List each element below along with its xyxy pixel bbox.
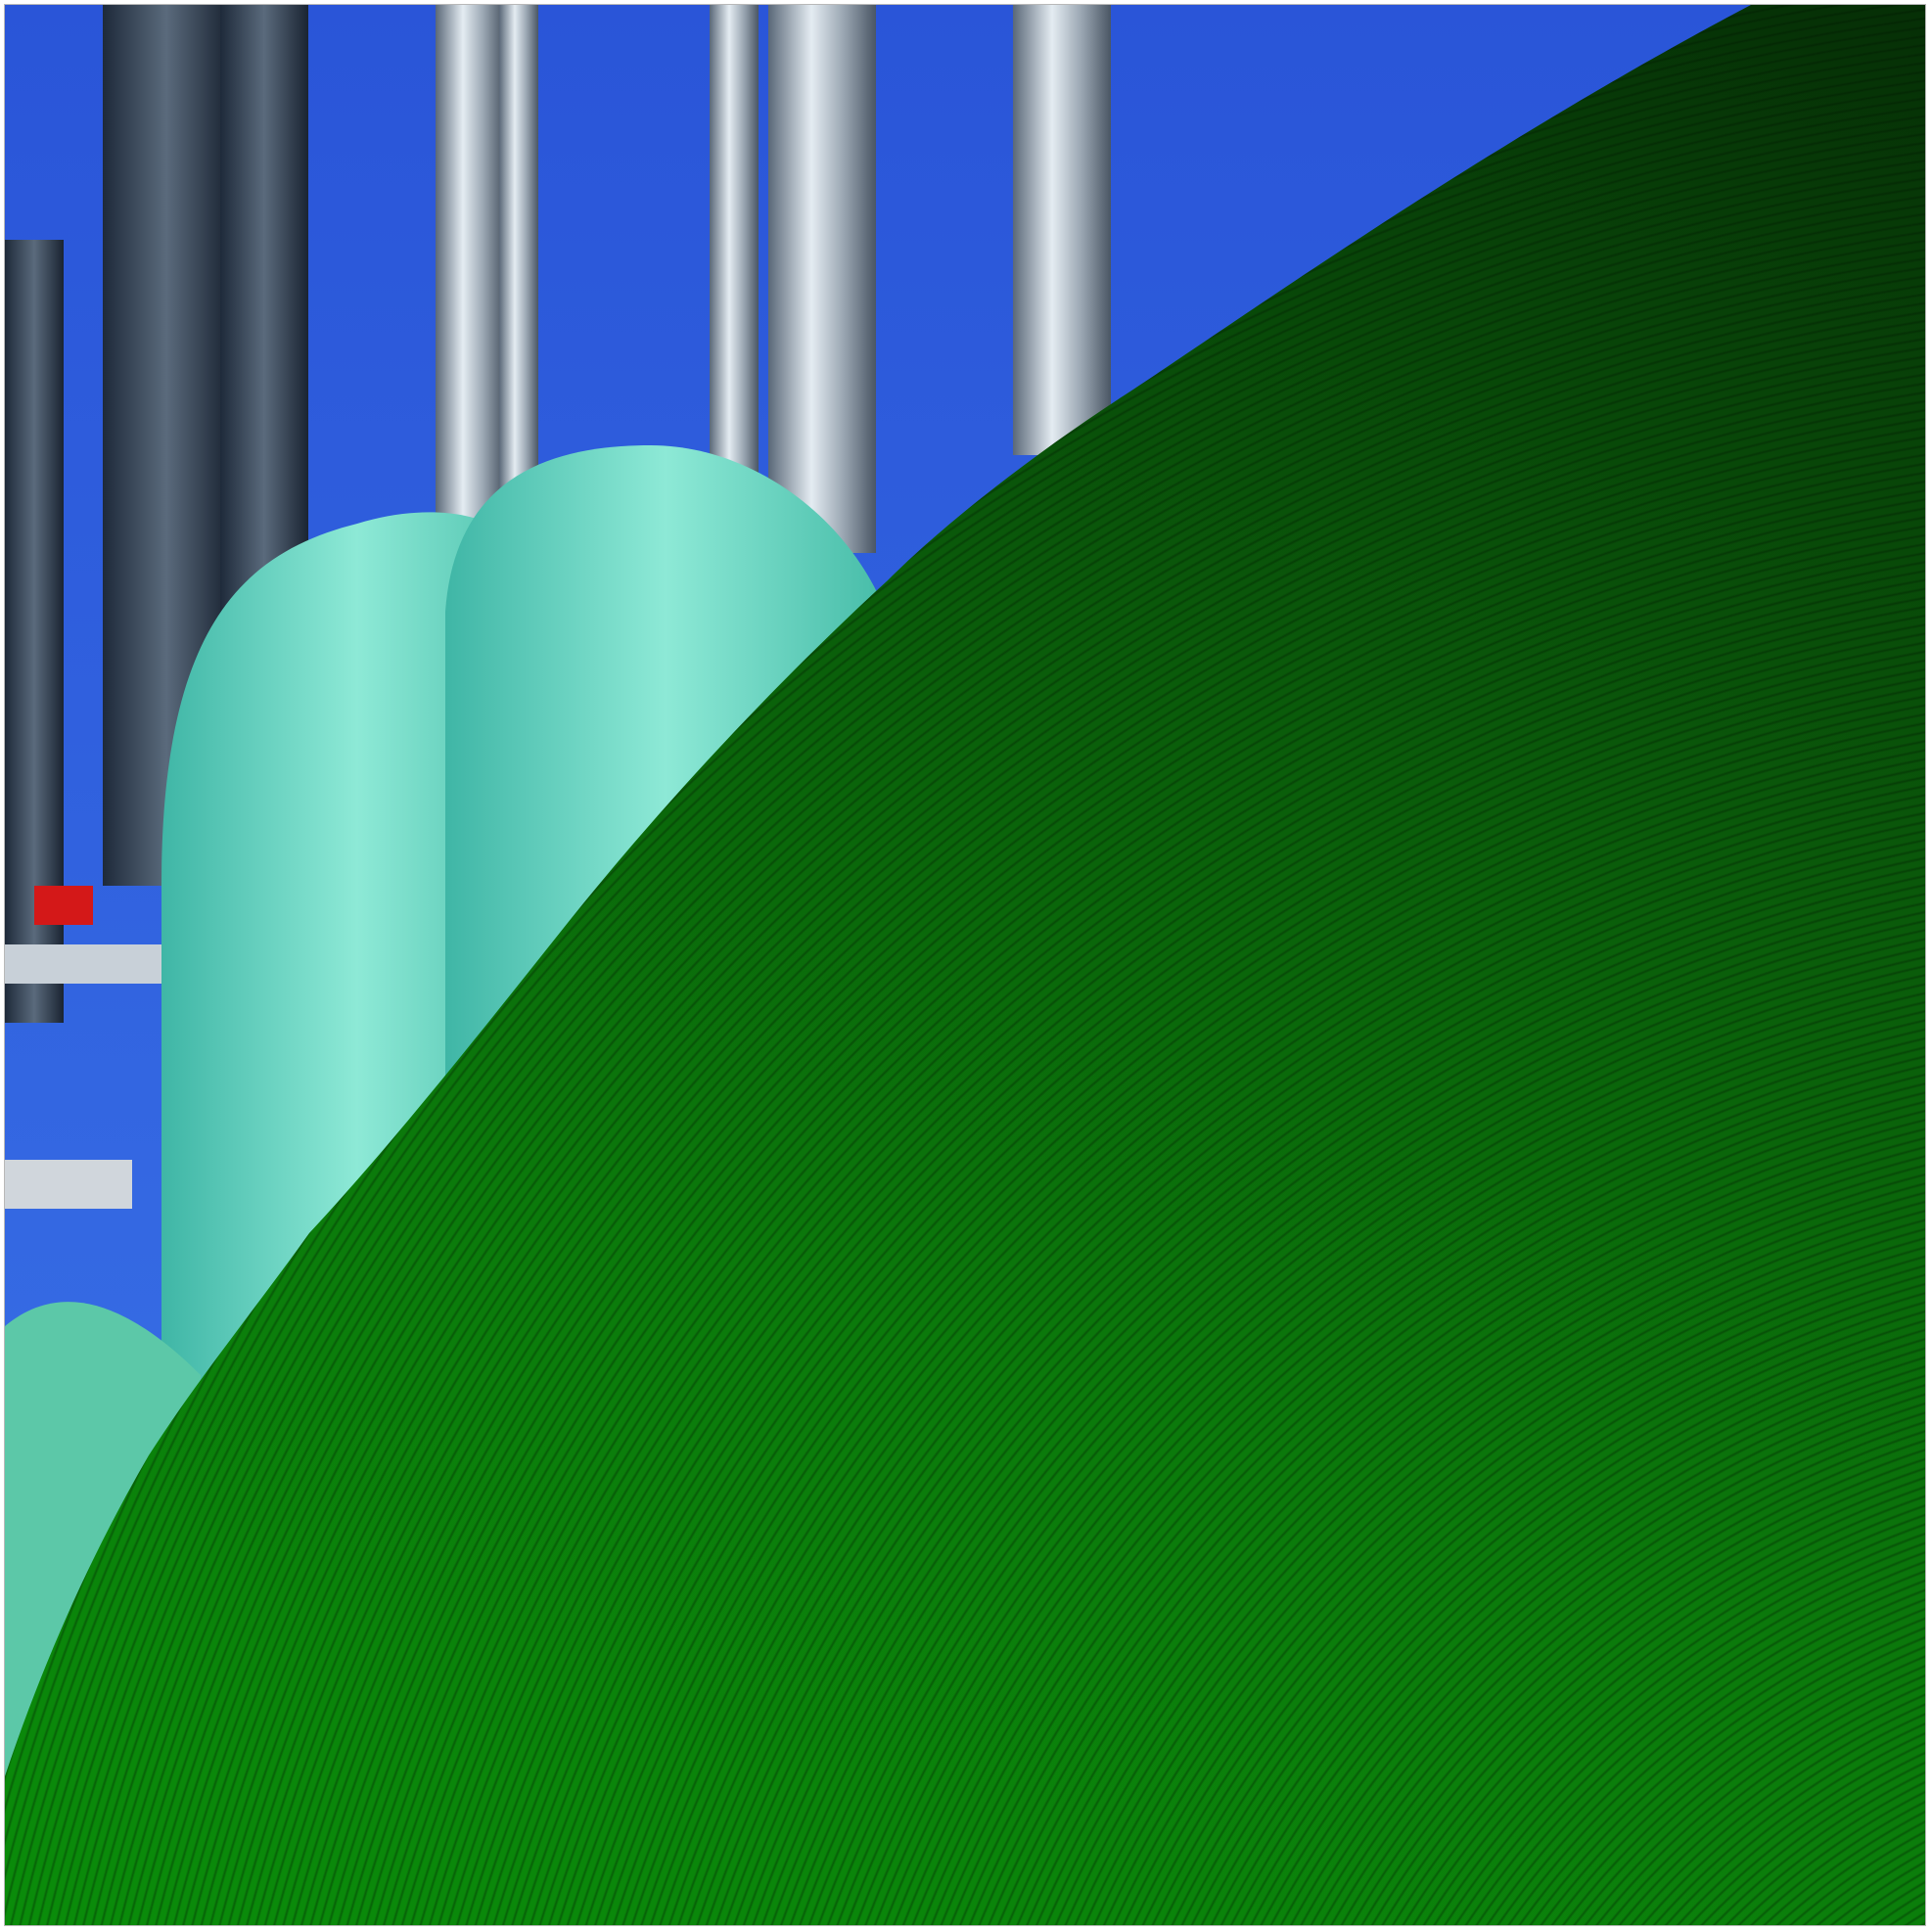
pipe-rack xyxy=(5,944,161,984)
frame xyxy=(4,4,1926,1926)
tower xyxy=(1013,5,1111,455)
valve xyxy=(34,886,93,925)
tower xyxy=(768,5,876,553)
tower xyxy=(499,5,538,553)
tower xyxy=(436,5,504,553)
tower xyxy=(710,5,759,494)
pipe-rack xyxy=(5,1160,132,1209)
